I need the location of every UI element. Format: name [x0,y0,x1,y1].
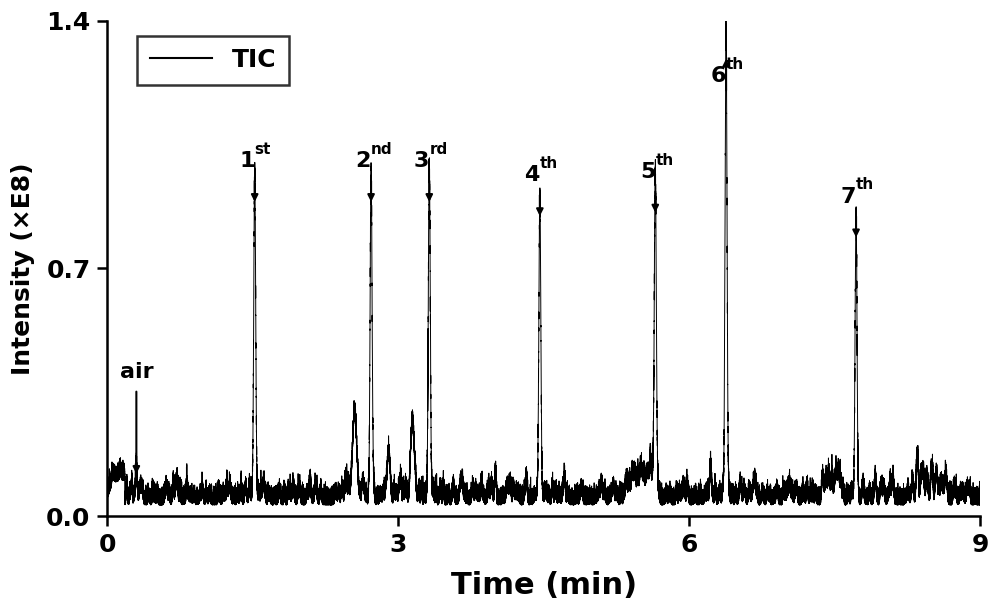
Text: nd: nd [371,142,393,157]
Legend: TIC: TIC [137,35,289,84]
Y-axis label: Intensity (×E8): Intensity (×E8) [11,163,35,375]
Text: 4: 4 [524,165,540,185]
Text: 1: 1 [239,151,255,171]
Text: 2: 2 [356,151,371,171]
Text: 7: 7 [841,186,856,207]
Text: 3: 3 [414,151,429,171]
Text: 5: 5 [640,162,655,181]
Text: 6: 6 [711,66,726,86]
Text: air: air [120,362,153,382]
Text: st: st [255,142,271,157]
Text: th: th [655,153,674,167]
Text: th: th [540,156,558,171]
X-axis label: Time (min): Time (min) [451,571,637,600]
Text: rd: rd [429,142,448,157]
Text: th: th [856,177,874,192]
Text: th: th [726,57,744,72]
